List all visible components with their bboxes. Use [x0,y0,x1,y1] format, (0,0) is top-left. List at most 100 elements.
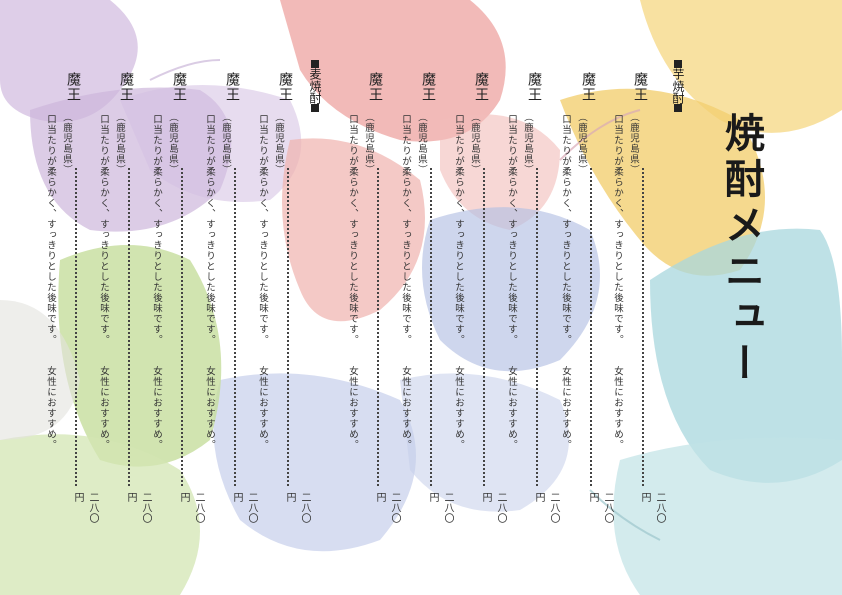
square-bullet-icon [674,60,682,68]
item-description: （鹿児島県） [361,112,375,175]
blue-wing-upper [422,207,600,372]
purple-wing-mid [120,85,302,202]
item-origin: （鹿児島県） [469,112,480,175]
item-origin: （鹿児島県） [576,112,587,175]
menu-item: 魔王 （鹿児島県） 口当たりが柔らかく、すっきりとした後味です。女性におすすめ。二八… [506,72,559,532]
item-origin: （鹿児島県） [220,112,231,175]
item-price: 二八〇円 [587,492,613,524]
item-recommendation: 女性におすすめ。 [612,366,623,450]
item-recommendation: 女性におすすめ。 [347,366,358,450]
item-description: （鹿児島県） [59,112,73,175]
leader-dots [483,168,485,486]
leader-dots [430,168,432,486]
item-name: 魔王 [65,72,81,102]
leader-dots [642,168,644,486]
menu-item: 魔王 （鹿児島県） 口当たりが柔らかく、すっきりとした後味です。 女性におすすめ。 二八… [257,72,310,532]
item-tagline: 口当たりが柔らかく、すっきりとした後味です。 [400,114,411,345]
red-wing-right [440,114,560,230]
item-recommendation: 女性におすすめ。 [98,366,109,450]
item-description: （鹿児島県） [165,112,179,175]
item-description: （鹿児島県） [467,112,481,175]
item-name: 魔王 [580,72,596,102]
item-name: 魔王 [632,72,648,102]
item-price: 二八〇円 [427,492,453,524]
leader-dots [128,168,130,486]
item-price: 二八〇円 [639,492,665,524]
leader-dots [75,168,77,486]
item-origin: （鹿児島県） [416,112,427,175]
yellow-wing-lower [560,88,765,276]
square-bullet-icon [311,104,319,112]
green-wing-upper [58,245,222,467]
item-recommendation: 女性におすすめ。 [560,366,571,450]
leader-dots [377,168,379,486]
item-price: 二八〇円 [533,492,559,524]
red-wing-upper [280,0,506,142]
item-price: 二八〇円 [231,492,257,524]
menu-item: 魔王 （鹿児島県） 口当たりが柔らかく、すっきりとした後味です。女性におすすめ。二八… [347,72,400,532]
item-price: 二八〇円 [125,492,151,524]
item-description: （鹿児島県） [414,112,428,175]
item-name: 魔王 [171,72,187,102]
item-description: （鹿児島県） [520,112,534,175]
item-description: （鹿児島県） [574,112,588,175]
antenna [559,109,641,161]
grey-wing [0,300,80,440]
item-tagline: 口当たりが柔らかく、すっきりとした後味です。 [151,114,162,345]
leader-dots [590,168,592,486]
item-recommendation: 女性におすすめ。 [45,366,56,450]
item-name: 魔王 [224,72,240,102]
menu-item: 魔王 （鹿児島県） 口当たりが柔らかく、すっきりとした後味です。女性におすすめ。二八… [98,72,151,532]
item-description: （鹿児島県） [626,112,640,175]
menu-item: 魔王 （鹿児島県） 口当たりが柔らかく、すっきりとした後味です。 女性におすすめ。 二八… [400,72,453,532]
item-tagline: 口当たりが柔らかく、すっきりとした後味です。 [204,114,215,345]
item-price: 二八〇円 [374,492,400,524]
menu-item: 魔王 （鹿児島県） 口当たりが柔らかく、すっきりとした後味です。 女性におすすめ。 二八… [453,72,506,532]
square-bullet-icon [311,60,319,68]
item-origin: （鹿児島県） [167,112,178,175]
section-heading-imo: 芋焼酎 [670,60,687,112]
item-tagline: 口当たりが柔らかく、すっきりとした後味です。 [506,114,517,345]
item-name: 魔王 [118,72,134,102]
teal-wing-upper [650,228,842,483]
menu-item: 魔王 （鹿児島県） 口当たりが柔らかく、すっきりとした後味です。女性におすすめ。二八… [560,72,613,532]
item-origin: （鹿児島県） [522,112,533,175]
item-price: 二八〇円 [480,492,506,524]
item-tagline: 口当たりが柔らかく、すっきりとした後味です。 [560,114,571,345]
item-tagline: 口当たりが柔らかく、すっきりとした後味です。 [347,114,358,345]
menu-item: 魔王 （鹿児島県） 口当たりが柔らかく、すっきりとした後味です。 女性におすすめ。 二八… [45,72,98,532]
item-tagline: 口当たりが柔らかく、すっきりとした後味です。 [98,114,109,345]
leader-dots [234,168,236,486]
page-title: 焼酎メニュー [718,112,765,388]
purple-wing-upper [0,0,138,122]
item-origin: （鹿児島県） [363,112,374,175]
leader-dots [287,168,289,486]
item-name: 魔王 [526,72,542,102]
leader-dots [181,168,183,486]
item-recommendation: 女性におすすめ。 [400,366,411,450]
item-tagline: 口当たりが柔らかく、すっきりとした後味です。 [257,114,268,345]
item-tagline: 口当たりが柔らかく、すっきりとした後味です。 [612,114,623,345]
item-origin: （鹿児島県） [114,112,125,175]
antenna [149,59,221,81]
item-recommendation: 女性におすすめ。 [506,366,517,450]
item-description: （鹿児島県） [218,112,232,175]
item-name: 魔王 [367,72,383,102]
green-wing-lower [0,434,200,595]
item-origin: （鹿児島県） [628,112,639,175]
item-origin: （鹿児島県） [61,112,72,175]
leader-dots [536,168,538,486]
item-origin: （鹿児島県） [273,112,284,175]
section-heading-mugi: 麦焼酎 [307,60,324,112]
item-recommendation: 女性におすすめ。 [151,366,162,450]
item-description: （鹿児島県） [112,112,126,175]
item-price: 二八〇円 [178,492,204,524]
teal-wing-lower [613,437,842,595]
blue-wing-lower [213,373,416,552]
item-recommendation: 女性におすすめ。 [257,366,268,450]
menu-item: 魔王 （鹿児島県） 口当たりが柔らかく、すっきりとした後味です。女性におすすめ。二八… [151,72,204,532]
red-wing-lower [282,138,425,322]
item-tagline: 口当たりが柔らかく、すっきりとした後味です。 [45,114,56,345]
menu-item: 魔王 （鹿児島県） 口当たりが柔らかく、すっきりとした後味です。女性におすすめ。二八… [612,72,665,532]
